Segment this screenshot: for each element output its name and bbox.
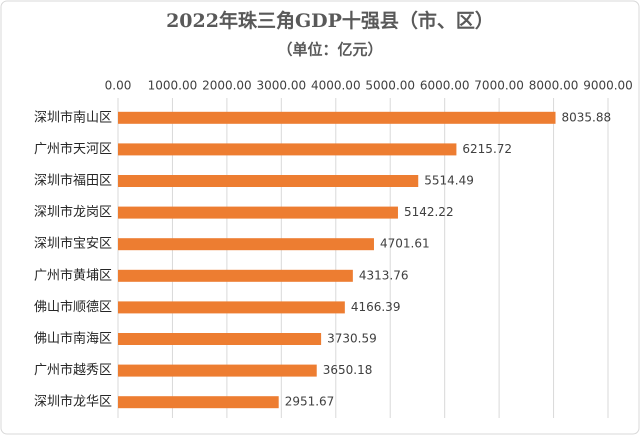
bar xyxy=(118,143,457,156)
x-tick-label: 7000.00 xyxy=(474,79,524,93)
value-label: 4166.39 xyxy=(351,300,401,314)
y-tick-label: 广州市越秀区 xyxy=(34,362,112,378)
value-label: 3730.59 xyxy=(327,332,377,346)
bar xyxy=(118,396,279,409)
value-label: 5142.22 xyxy=(404,205,454,219)
bar xyxy=(118,301,345,314)
value-label: 6215.72 xyxy=(462,142,512,156)
value-label: 2951.67 xyxy=(285,395,335,409)
chart-subtitle: （单位：亿元） xyxy=(277,41,382,59)
x-tick-label: 6000.00 xyxy=(420,79,470,93)
bar xyxy=(118,111,556,124)
x-tick-label: 5000.00 xyxy=(365,79,415,93)
value-label: 4701.61 xyxy=(380,237,430,251)
x-tick-label: 4000.00 xyxy=(311,79,361,93)
y-tick-label: 深圳市龙华区 xyxy=(34,394,112,410)
y-tick-label: 佛山市南海区 xyxy=(34,331,112,347)
x-tick-label: 8000.00 xyxy=(529,79,579,93)
value-label: 5514.49 xyxy=(424,174,474,188)
y-tick-label: 深圳市福田区 xyxy=(34,173,112,189)
y-tick-label: 广州市天河区 xyxy=(34,141,112,157)
y-tick-label: 深圳市宝安区 xyxy=(34,236,112,252)
bar xyxy=(118,175,419,187)
bar xyxy=(118,206,398,219)
chart-title: 2022年珠三角GDP十强县（市、区） xyxy=(166,9,494,32)
bar xyxy=(118,364,317,377)
x-tick-label: 9000.00 xyxy=(583,79,633,93)
y-tick-label: 广州市黄埔区 xyxy=(34,267,112,283)
bar xyxy=(118,333,322,345)
y-tick-label: 佛山市顺德区 xyxy=(34,299,112,315)
value-label: 3650.18 xyxy=(323,363,373,377)
value-label: 4313.76 xyxy=(359,268,409,282)
bar xyxy=(118,269,353,282)
x-tick-label: 0.00 xyxy=(105,79,132,93)
x-tick-label: 3000.00 xyxy=(257,79,307,93)
bar xyxy=(118,238,374,251)
x-tick-label: 2000.00 xyxy=(202,79,252,93)
x-tick-label: 1000.00 xyxy=(148,79,198,93)
value-label: 8035.88 xyxy=(562,110,612,124)
y-tick-label: 深圳市南山区 xyxy=(34,109,112,125)
y-tick-label: 深圳市龙岗区 xyxy=(34,204,112,220)
